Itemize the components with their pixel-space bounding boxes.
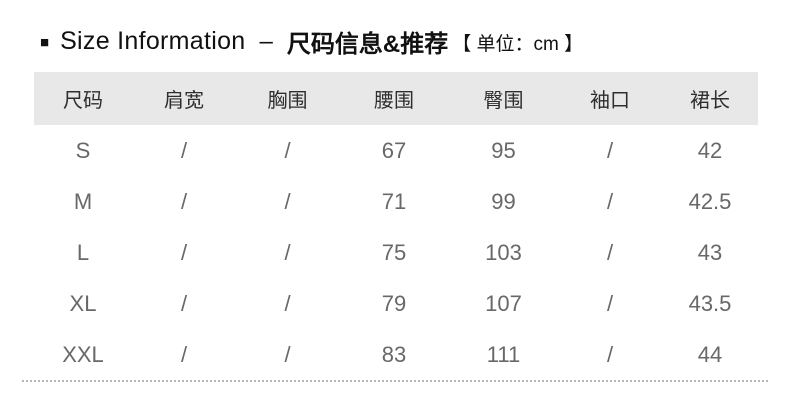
table-row-xl: XL / / 79 107 / 43.5: [34, 278, 758, 329]
title-chinese: 尺码信息&推荐: [286, 31, 449, 58]
table-cell: /: [606, 341, 614, 367]
table-cell: /: [606, 188, 614, 214]
table-cell: 42: [697, 137, 723, 163]
section-title: ■ Size Information – 尺码信息&推荐 【 单位：cm 】: [40, 24, 583, 59]
table-cell: 43.5: [688, 290, 732, 316]
dotted-divider: [22, 380, 768, 382]
table-row-l: L / / 75 103 / 43: [34, 227, 758, 278]
table-cell: 71: [381, 188, 407, 214]
size-label: L: [76, 239, 90, 265]
size-label: S: [75, 137, 91, 163]
table-cell: /: [180, 290, 188, 316]
table-cell: 111: [486, 341, 521, 367]
header-cell-size: 尺码: [34, 72, 132, 125]
table-cell: /: [284, 239, 291, 265]
table-cell: 42.5: [688, 188, 732, 214]
table-cell: /: [606, 137, 614, 163]
title-english: Size Information: [60, 27, 246, 55]
table-cell: /: [284, 188, 291, 214]
table-cell: /: [284, 341, 291, 367]
header-cell-waist: 腰围: [339, 72, 449, 125]
table-cell: 43: [697, 239, 723, 265]
header-cell-cuff: 袖口: [558, 72, 662, 125]
size-label: M: [73, 188, 93, 214]
size-label: XXL: [62, 341, 104, 367]
table-cell: /: [606, 239, 614, 265]
table-cell: 44: [697, 341, 723, 367]
table-cell: 67: [381, 137, 407, 163]
table-row-s: S / / 67 95 / 42: [34, 125, 758, 176]
table-cell: /: [606, 290, 614, 316]
table-cell: /: [180, 137, 188, 163]
size-label: XL: [69, 290, 97, 316]
table-cell: /: [180, 188, 188, 214]
square-bullet-icon: ■: [40, 34, 50, 51]
table-header-row: 尺码 肩宽 胸围 腰围 臀围 袖口 裙长: [34, 72, 758, 125]
table-cell: /: [284, 290, 291, 316]
table-row-m: M / / 71 99 / 42.5: [34, 176, 758, 227]
size-table: 尺码 肩宽 胸围 腰围 臀围 袖口 裙长 S / / 67 95 / 42 M …: [34, 72, 758, 380]
header-cell-skirt-length: 裙长: [662, 72, 758, 125]
table-cell: 103: [485, 239, 522, 265]
table-cell: /: [284, 137, 291, 163]
header-cell-bust: 胸围: [236, 72, 339, 125]
title-unit: 【 单位：cm 】: [452, 34, 584, 55]
table-cell: 75: [381, 239, 407, 265]
title-dash: –: [259, 27, 273, 55]
table-cell: 99: [491, 188, 516, 214]
header-cell-hip: 臀围: [449, 72, 558, 125]
table-cell: /: [180, 341, 188, 367]
table-cell: 79: [381, 290, 407, 316]
table-cell: 83: [381, 341, 407, 367]
header-cell-shoulder-width: 肩宽: [132, 72, 236, 125]
table-row-xxl: XXL / / 83 111 / 44: [34, 329, 758, 380]
table-cell: /: [180, 239, 188, 265]
table-cell: 95: [491, 137, 516, 163]
table-cell: 107: [485, 290, 522, 316]
